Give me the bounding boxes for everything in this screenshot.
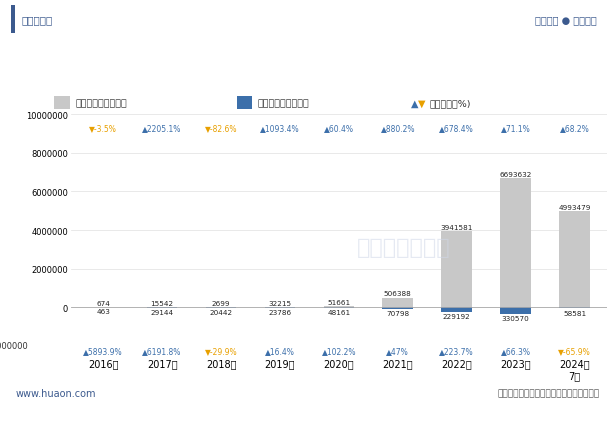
Text: 专业严谨 ● 客观科学: 专业严谨 ● 客观科学 <box>535 15 597 25</box>
Text: ▲16.4%: ▲16.4% <box>265 346 295 355</box>
Bar <box>264 307 295 308</box>
Text: ▲2205.1%: ▲2205.1% <box>143 124 182 132</box>
Bar <box>11 6 15 35</box>
Bar <box>501 308 531 314</box>
Text: ▲1093.4%: ▲1093.4% <box>260 124 300 132</box>
Bar <box>237 96 252 110</box>
Bar <box>383 298 413 308</box>
Text: 506388: 506388 <box>384 291 411 296</box>
Text: 6693632: 6693632 <box>499 172 532 178</box>
Bar <box>54 96 69 110</box>
Text: ▲223.7%: ▲223.7% <box>439 346 474 355</box>
Text: ▲: ▲ <box>411 98 419 108</box>
Bar <box>559 211 590 308</box>
Text: 70798: 70798 <box>386 310 410 316</box>
Text: ▼-29.9%: ▼-29.9% <box>205 346 237 355</box>
Text: 华经情报网: 华经情报网 <box>22 15 53 25</box>
Bar <box>559 308 590 309</box>
Text: 出口总额（千美元）: 出口总额（千美元） <box>75 99 127 108</box>
Text: 229192: 229192 <box>443 313 470 319</box>
Text: 29144: 29144 <box>151 309 173 315</box>
Text: 48161: 48161 <box>327 310 351 316</box>
Text: 进口总额（千美元）: 进口总额（千美元） <box>258 99 309 108</box>
Text: 51661: 51661 <box>327 299 351 305</box>
Bar <box>383 308 413 309</box>
Text: 58581: 58581 <box>563 310 586 316</box>
Text: 20442: 20442 <box>210 309 232 315</box>
Bar <box>442 308 472 312</box>
Text: 674: 674 <box>96 300 110 306</box>
Text: ▲6191.8%: ▲6191.8% <box>143 346 182 355</box>
Text: ▲102.2%: ▲102.2% <box>322 346 356 355</box>
Text: 463: 463 <box>96 309 110 315</box>
Text: 2016-2024年7月喀什综合保税区进、出口额: 2016-2024年7月喀什综合保税区进、出口额 <box>177 58 438 76</box>
Text: 资料来源：中国海关，华经产业研究院整理: 资料来源：中国海关，华经产业研究院整理 <box>498 388 600 397</box>
Bar <box>442 232 472 308</box>
Text: ▲66.3%: ▲66.3% <box>501 346 531 355</box>
Text: 330570: 330570 <box>502 315 530 321</box>
Text: 32215: 32215 <box>268 300 292 306</box>
Text: 3941581: 3941581 <box>440 225 473 230</box>
Text: 4993479: 4993479 <box>558 204 591 210</box>
Text: ▲47%: ▲47% <box>386 346 409 355</box>
Bar <box>323 307 354 308</box>
Text: ▲880.2%: ▲880.2% <box>381 124 415 132</box>
Text: ▲60.4%: ▲60.4% <box>324 124 354 132</box>
Text: 2699: 2699 <box>212 300 230 306</box>
Text: ▼: ▼ <box>418 98 426 108</box>
Text: 15542: 15542 <box>151 300 173 306</box>
Text: ▲68.2%: ▲68.2% <box>560 124 589 132</box>
Bar <box>501 178 531 308</box>
Text: ▼-82.6%: ▼-82.6% <box>205 124 237 132</box>
Text: 同比增速（%): 同比增速（%) <box>429 99 471 108</box>
Text: ▼-65.9%: ▼-65.9% <box>558 346 591 355</box>
Text: 2000000: 2000000 <box>0 342 28 351</box>
Text: ▲678.4%: ▲678.4% <box>439 124 474 132</box>
Text: www.huaon.com: www.huaon.com <box>15 388 96 398</box>
Text: ▲71.1%: ▲71.1% <box>501 124 531 132</box>
Text: 华经产业研究院: 华经产业研究院 <box>357 237 450 257</box>
Text: 23786: 23786 <box>268 309 292 315</box>
Text: ▲5893.9%: ▲5893.9% <box>83 346 123 355</box>
Text: ▼-3.5%: ▼-3.5% <box>89 124 117 132</box>
